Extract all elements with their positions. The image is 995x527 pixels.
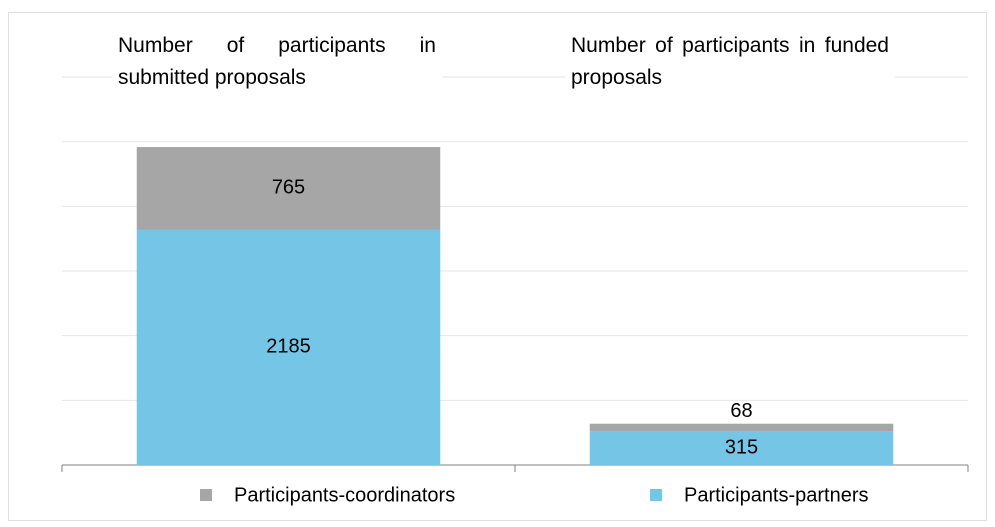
legend-swatch bbox=[200, 489, 212, 501]
legend-label: Participants-coordinators bbox=[234, 484, 455, 506]
legend-label: Participants-partners bbox=[684, 484, 869, 506]
data-label: 2185 bbox=[266, 336, 311, 358]
bar-segment bbox=[589, 431, 894, 465]
chart-border bbox=[8, 12, 987, 521]
bar-segment bbox=[136, 229, 441, 465]
data-label: 68 bbox=[730, 400, 752, 422]
data-label: 315 bbox=[725, 436, 758, 458]
bar-segment bbox=[136, 147, 441, 230]
bar-segment bbox=[589, 423, 894, 432]
legend-swatch bbox=[650, 489, 662, 501]
data-label: 765 bbox=[272, 177, 305, 199]
category-label: Number of participants in funded proposa… bbox=[565, 30, 895, 94]
category-label: Number of participants in submitted prop… bbox=[112, 30, 442, 94]
